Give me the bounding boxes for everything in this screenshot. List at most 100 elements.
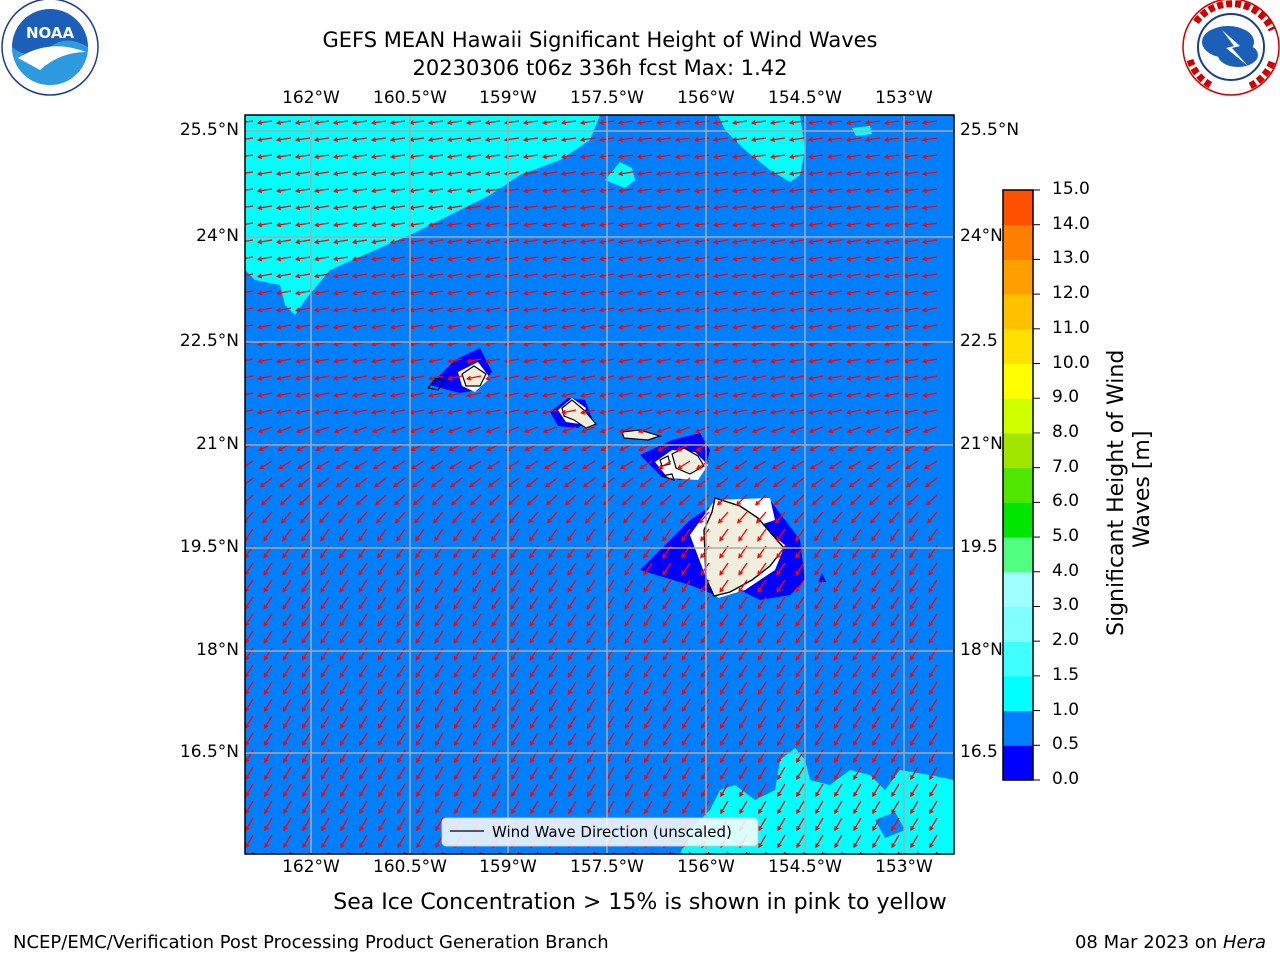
wave-arrow <box>429 137 444 141</box>
wave-arrow <box>660 494 672 506</box>
wave-arrow-head <box>815 843 820 849</box>
wave-arrow-head <box>510 706 516 713</box>
wave-arrow <box>891 834 900 848</box>
wave-arrow <box>277 307 292 312</box>
wave-arrow <box>776 528 786 541</box>
wave-arrow-head <box>693 256 700 262</box>
wave-arrow <box>530 732 539 746</box>
wave-arrow <box>340 698 349 712</box>
wave-arrow-head <box>283 826 288 832</box>
wave-arrow-head <box>560 205 567 211</box>
wave-arrow-head <box>370 375 377 381</box>
wave-arrow-head <box>313 171 320 177</box>
wave-arrow <box>638 256 653 261</box>
wave-arrow <box>454 715 463 729</box>
wave-arrow <box>397 698 406 712</box>
wave-arrow <box>491 613 501 627</box>
wave-arrow-head <box>541 154 548 160</box>
wave-arrow-head <box>731 409 738 415</box>
wave-arrow-head <box>454 791 459 798</box>
wave-arrow <box>587 800 596 814</box>
wave-arrow-head <box>674 120 681 126</box>
wave-arrow-head <box>275 375 282 381</box>
wave-arrow-head <box>446 392 453 398</box>
wave-arrow-head <box>302 809 307 815</box>
wave-arrow-head <box>370 290 377 296</box>
wave-arrow-head <box>587 774 592 781</box>
wave-arrow <box>638 307 653 312</box>
wave-arrow <box>471 511 482 524</box>
wave-arrow-head <box>548 604 554 610</box>
wave-arrow-head <box>636 358 643 364</box>
wave-arrow-head <box>712 358 719 364</box>
wave-arrow-head <box>465 273 472 279</box>
wave-arrow-head <box>788 205 795 211</box>
wave-arrow <box>777 766 786 780</box>
wave-arrow-head <box>883 392 890 398</box>
wave-arrow <box>334 222 349 226</box>
wave-arrow-head <box>469 500 475 506</box>
wave-arrow-head <box>465 222 472 228</box>
wave-arrow-head <box>828 464 835 470</box>
wave-arrow <box>795 681 805 695</box>
wave-arrow <box>638 239 653 244</box>
wave-arrow <box>810 460 824 469</box>
wave-arrow-head <box>579 375 586 381</box>
wave-arrow <box>714 222 729 226</box>
wave-region-northwest <box>245 115 600 315</box>
wave-arrow-head <box>681 757 687 764</box>
wave-arrow <box>720 715 729 729</box>
wave-arrow <box>339 647 349 661</box>
wave-arrow-head <box>275 222 282 228</box>
wave-arrow-head <box>738 570 744 576</box>
wave-arrow-head <box>809 464 816 470</box>
wave-arrow <box>795 562 805 575</box>
wave-arrow <box>372 426 387 433</box>
wave-arrow-head <box>620 482 627 488</box>
wave-arrow <box>585 511 596 524</box>
wave-arrow-head <box>567 604 573 610</box>
wave-arrow-head <box>864 324 871 330</box>
wave-arrow <box>581 375 596 380</box>
wave-arrow-head <box>890 706 896 713</box>
wave-arrow <box>334 188 349 192</box>
wave-arrow <box>277 273 292 278</box>
wave-arrow <box>923 375 938 380</box>
wave-arrow <box>245 409 254 413</box>
wave-arrow-head <box>731 171 738 177</box>
wave-arrow-head <box>734 482 741 488</box>
wave-arrow-head <box>355 500 361 506</box>
wave-arrow <box>391 358 406 363</box>
wave-arrow-head <box>662 655 668 661</box>
wave-arrow <box>790 137 805 141</box>
wave-arrow-head <box>396 672 402 678</box>
wave-arrow <box>739 800 748 814</box>
wave-arrow-head <box>484 392 491 398</box>
wave-arrow <box>833 647 843 661</box>
wave-arrow-head <box>263 723 269 730</box>
wave-arrow <box>834 732 843 746</box>
wave-arrow <box>258 307 273 312</box>
wave-arrow-head <box>453 604 459 610</box>
wave-arrow <box>245 120 254 123</box>
island-lanai <box>659 455 671 467</box>
wave-arrow <box>524 188 539 192</box>
wave-arrow <box>391 137 406 141</box>
wave-arrow <box>492 749 501 763</box>
lon-label-top: 157.5°W <box>570 88 644 108</box>
wave-arrow <box>486 171 501 175</box>
wave-arrow <box>738 613 748 627</box>
wave-arrow-head <box>239 393 243 397</box>
wave-arrow <box>904 205 919 209</box>
wave-arrow <box>334 307 349 312</box>
wave-arrow <box>790 324 805 329</box>
wave-arrow-head <box>560 392 567 398</box>
wave-arrow <box>315 307 330 312</box>
wave-arrow <box>524 324 539 329</box>
wave-arrow-head <box>358 553 363 559</box>
wave-arrow-head <box>921 137 928 143</box>
wave-arrow <box>486 324 501 329</box>
wave-arrow-head <box>868 500 874 506</box>
wave-arrow-head <box>313 341 320 347</box>
wave-arrow <box>923 324 938 329</box>
